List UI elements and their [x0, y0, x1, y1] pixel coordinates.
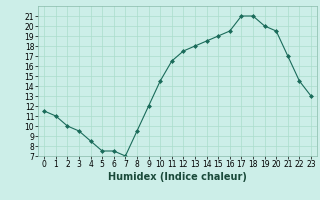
X-axis label: Humidex (Indice chaleur): Humidex (Indice chaleur)	[108, 172, 247, 182]
